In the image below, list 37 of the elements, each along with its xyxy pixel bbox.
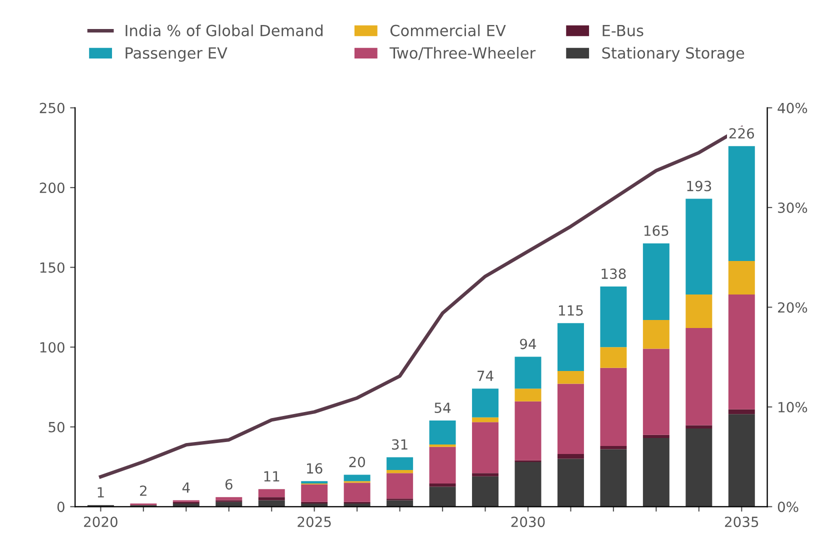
total-label: 4	[182, 482, 190, 493]
total-label: 226	[729, 128, 754, 139]
total-label: 74	[478, 370, 494, 381]
total-label: 16	[307, 463, 322, 474]
total-label: 54	[434, 402, 451, 414]
total-label: 2	[140, 485, 146, 496]
y2-tick-label: 10%	[778, 402, 808, 412]
y-tick-label: 200	[40, 182, 64, 194]
legend-label: Passenger EV	[126, 47, 228, 62]
total-label: 193	[687, 180, 712, 192]
x-tick-label: 2025	[298, 516, 331, 528]
total-label: 31	[392, 439, 408, 450]
legend-label: E-Bus	[602, 24, 644, 36]
total-label: 20	[349, 456, 365, 468]
total-label: 165	[644, 225, 668, 236]
x-tick-label: 2035	[724, 516, 758, 528]
y-tick-label: 0	[57, 502, 64, 512]
total-label: 1	[98, 487, 104, 498]
legend-label: Two/Three-Wheeler	[390, 46, 536, 60]
total-label: 11	[264, 471, 280, 482]
legend-label: Commercial EV	[390, 24, 506, 36]
y-tick-label: 250	[40, 102, 64, 114]
legend-label: India % of Global Demand	[126, 24, 323, 36]
y-tick-label: 50	[48, 422, 64, 432]
total-label: 94	[520, 338, 536, 350]
y2-tick-label: 0%	[778, 502, 798, 512]
y-tick-label: 100	[40, 342, 64, 353]
y-tick-label: 150	[40, 262, 64, 273]
y2-tick-label: 20%	[778, 302, 808, 313]
y2-tick-label: 40%	[778, 102, 808, 114]
x-tick-label: 2030	[511, 516, 545, 528]
total-label: 6	[225, 479, 232, 490]
total-label: 115	[558, 305, 583, 316]
y2-tick-label: 30%	[778, 202, 808, 213]
legend-label: Stationary Storage	[602, 46, 744, 62]
total-label: 138	[602, 268, 626, 280]
x-tick-label: 2020	[84, 516, 118, 528]
